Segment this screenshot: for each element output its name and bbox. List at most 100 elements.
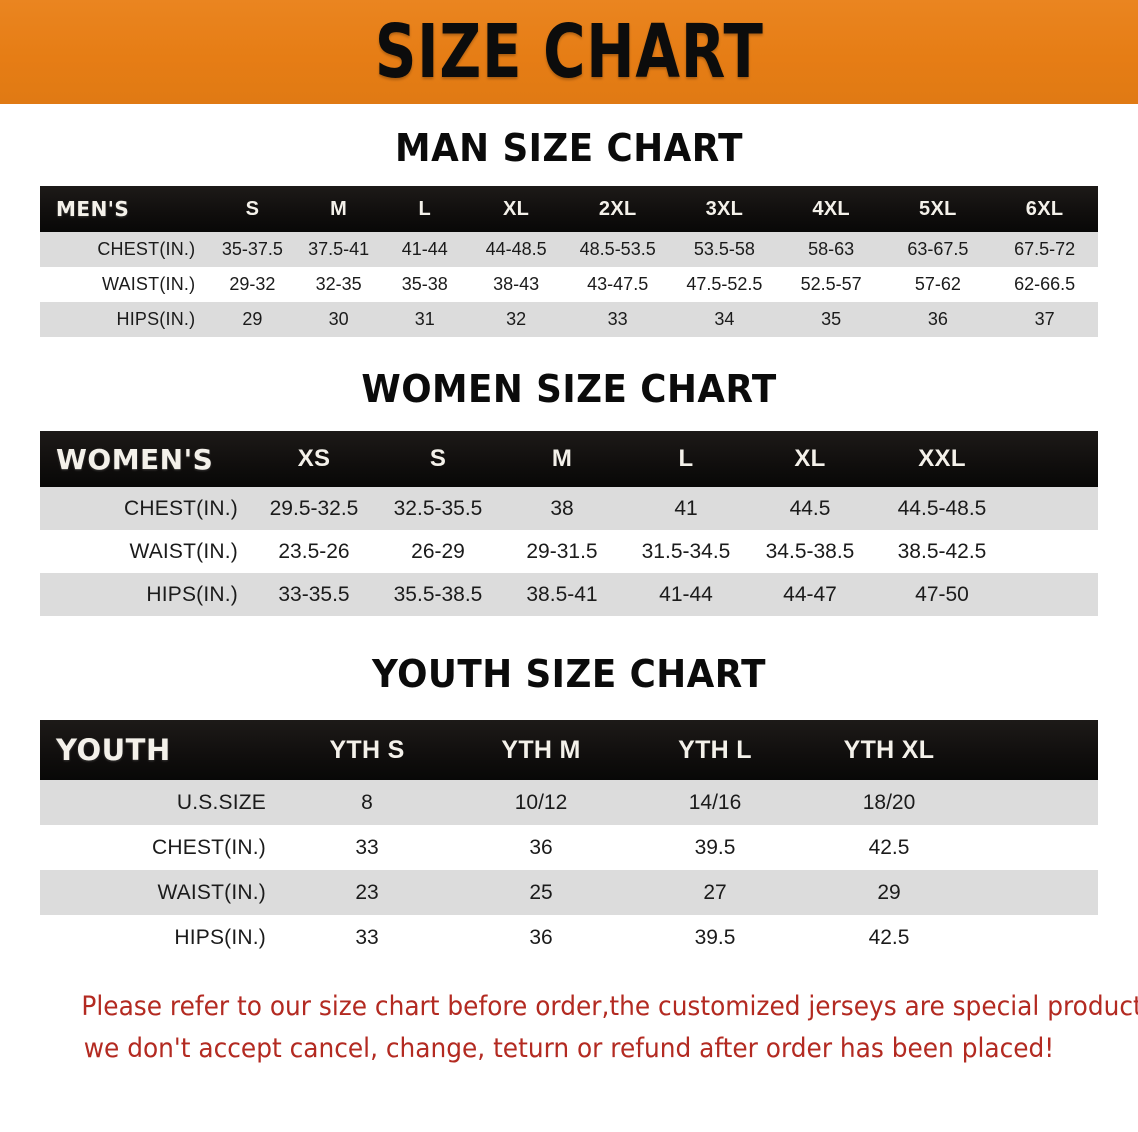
- youth-cell-hips-xl: 42.5: [802, 915, 976, 960]
- youth-cell-waist-xl: 29: [802, 870, 976, 915]
- youth-row-label-chest: CHEST(IN.): [40, 825, 280, 870]
- table-row: CHEST(IN.) 35-37.5 37.5-41 41-44 44-48.5…: [40, 232, 1098, 267]
- men-size-header-4xl: 4XL: [777, 186, 885, 232]
- men-table-head: MEN'S S M L XL 2XL 3XL 4XL 5XL 6XL: [40, 186, 1098, 232]
- men-chart-block: MEN'S S M L XL 2XL 3XL 4XL 5XL 6XL CHEST…: [40, 186, 1098, 337]
- men-header-row: MEN'S S M L XL 2XL 3XL 4XL 5XL 6XL: [40, 186, 1098, 232]
- table-row: U.S.SIZE 8 10/12 14/16 18/20: [40, 780, 1098, 825]
- youth-size-table: YOUTH YTH S YTH M YTH L YTH XL U.S.SIZE …: [40, 720, 1098, 960]
- table-row: CHEST(IN.) 29.5-32.5 32.5-35.5 38 41 44.…: [40, 487, 1098, 530]
- men-cell-chest-xl: 44-48.5: [467, 232, 565, 267]
- men-size-table: MEN'S S M L XL 2XL 3XL 4XL 5XL 6XL CHEST…: [40, 186, 1098, 337]
- men-cell-hips-xl: 32: [467, 302, 565, 337]
- men-cell-hips-5xl: 36: [884, 302, 992, 337]
- page-title: SIZE CHART: [374, 9, 764, 95]
- women-cell-chest-xxl: 44.5-48.5: [872, 487, 1012, 530]
- youth-table-body: U.S.SIZE 8 10/12 14/16 18/20 CHEST(IN.) …: [40, 780, 1098, 960]
- youth-cell-chest-l: 39.5: [628, 825, 802, 870]
- men-table-body: CHEST(IN.) 35-37.5 37.5-41 41-44 44-48.5…: [40, 232, 1098, 337]
- women-cell-chest-m: 38: [500, 487, 624, 530]
- men-cell-chest-3xl: 53.5-58: [671, 232, 778, 267]
- table-row: WAIST(IN.) 23.5-26 26-29 29-31.5 31.5-34…: [40, 530, 1098, 573]
- women-header-row: WOMEN'S XS S M L XL XXL: [40, 431, 1098, 487]
- youth-size-header-m: YTH M: [454, 720, 628, 780]
- women-cell-waist-xl: 34.5-38.5: [748, 530, 872, 573]
- men-cell-waist-l: 35-38: [381, 267, 468, 302]
- youth-table-head: YOUTH YTH S YTH M YTH L YTH XL: [40, 720, 1098, 780]
- men-cell-hips-6xl: 37: [991, 302, 1098, 337]
- youth-cell-spacer: [976, 915, 1098, 960]
- women-cell-waist-l: 31.5-34.5: [624, 530, 748, 573]
- women-table-body: CHEST(IN.) 29.5-32.5 32.5-35.5 38 41 44.…: [40, 487, 1098, 616]
- women-label-header: WOMEN'S: [40, 431, 252, 487]
- women-size-header-m: M: [500, 431, 624, 487]
- men-size-header-m: M: [295, 186, 382, 232]
- youth-cell-spacer: [976, 825, 1098, 870]
- youth-section-title: YOUTH SIZE CHART: [372, 652, 766, 696]
- footer-line-2: we don't accept cancel, change, teturn o…: [83, 1032, 1055, 1064]
- women-cell-waist-m: 29-31.5: [500, 530, 624, 573]
- men-row-label-waist: WAIST(IN.): [40, 267, 210, 302]
- men-cell-chest-5xl: 63-67.5: [884, 232, 992, 267]
- men-cell-hips-3xl: 34: [671, 302, 778, 337]
- youth-size-header-l: YTH L: [628, 720, 802, 780]
- women-row-label-hips: HIPS(IN.): [40, 573, 252, 616]
- youth-row-label-waist: WAIST(IN.): [40, 870, 280, 915]
- men-cell-hips-s: 29: [209, 302, 296, 337]
- table-row: WAIST(IN.) 29-32 32-35 35-38 38-43 43-47…: [40, 267, 1098, 302]
- table-row: CHEST(IN.) 33 36 39.5 42.5: [40, 825, 1098, 870]
- youth-header-row: YOUTH YTH S YTH M YTH L YTH XL: [40, 720, 1098, 780]
- men-cell-chest-l: 41-44: [381, 232, 468, 267]
- men-cell-waist-xl: 38-43: [467, 267, 565, 302]
- youth-cell-spacer: [976, 780, 1098, 825]
- women-size-header-l: L: [624, 431, 748, 487]
- women-header-spacer: [1012, 431, 1098, 487]
- youth-cell-chest-s: 33: [280, 825, 454, 870]
- men-cell-chest-4xl: 58-63: [777, 232, 885, 267]
- men-size-header-xl: XL: [467, 186, 565, 232]
- women-cell-chest-xs: 29.5-32.5: [252, 487, 376, 530]
- men-cell-chest-2xl: 48.5-53.5: [564, 232, 672, 267]
- women-cell-chest-xl: 44.5: [748, 487, 872, 530]
- women-size-header-xl: XL: [748, 431, 872, 487]
- men-size-header-3xl: 3XL: [671, 186, 778, 232]
- men-cell-chest-6xl: 67.5-72: [991, 232, 1098, 267]
- youth-header-spacer: [976, 720, 1098, 780]
- men-cell-waist-3xl: 47.5-52.5: [671, 267, 778, 302]
- youth-cell-us-size-l: 14/16: [628, 780, 802, 825]
- men-row-label-hips: HIPS(IN.): [40, 302, 210, 337]
- women-row-label-chest: CHEST(IN.): [40, 487, 252, 530]
- table-row: HIPS(IN.) 33-35.5 35.5-38.5 38.5-41 41-4…: [40, 573, 1098, 616]
- women-cell-waist-xxl: 38.5-42.5: [872, 530, 1012, 573]
- women-table-head: WOMEN'S XS S M L XL XXL: [40, 431, 1098, 487]
- women-section-title: WOMEN SIZE CHART: [361, 367, 777, 411]
- women-cell-spacer: [1012, 487, 1098, 530]
- men-cell-waist-m: 32-35: [295, 267, 382, 302]
- youth-cell-spacer: [976, 870, 1098, 915]
- youth-cell-waist-s: 23: [280, 870, 454, 915]
- men-cell-waist-2xl: 43-47.5: [564, 267, 672, 302]
- women-cell-hips-s: 35.5-38.5: [376, 573, 500, 616]
- page-banner: SIZE CHART: [0, 0, 1138, 104]
- youth-cell-hips-s: 33: [280, 915, 454, 960]
- footer-disclaimer: Please refer to our size chart before or…: [81, 986, 1138, 1070]
- women-cell-hips-xs: 33-35.5: [252, 573, 376, 616]
- youth-cell-chest-xl: 42.5: [802, 825, 976, 870]
- men-cell-hips-l: 31: [381, 302, 468, 337]
- men-cell-hips-2xl: 33: [564, 302, 672, 337]
- youth-row-label-hips: HIPS(IN.): [40, 915, 280, 960]
- men-size-header-2xl: 2XL: [564, 186, 672, 232]
- men-cell-chest-s: 35-37.5: [209, 232, 296, 267]
- youth-cell-chest-m: 36: [454, 825, 628, 870]
- table-row: WAIST(IN.) 23 25 27 29: [40, 870, 1098, 915]
- youth-row-label-us-size: U.S.SIZE: [40, 780, 280, 825]
- women-size-header-xxl: XXL: [872, 431, 1012, 487]
- men-cell-chest-m: 37.5-41: [295, 232, 382, 267]
- youth-size-header-xl: YTH XL: [802, 720, 976, 780]
- women-cell-hips-xxl: 47-50: [872, 573, 1012, 616]
- women-cell-spacer: [1012, 573, 1098, 616]
- women-cell-hips-l: 41-44: [624, 573, 748, 616]
- men-cell-hips-m: 30: [295, 302, 382, 337]
- youth-cell-waist-m: 25: [454, 870, 628, 915]
- men-cell-waist-5xl: 57-62: [884, 267, 992, 302]
